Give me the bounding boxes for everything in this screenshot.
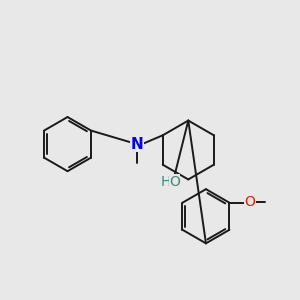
Text: O: O (169, 175, 180, 189)
Text: O: O (244, 195, 256, 209)
Text: N: N (130, 136, 143, 152)
Text: H: H (160, 175, 171, 189)
